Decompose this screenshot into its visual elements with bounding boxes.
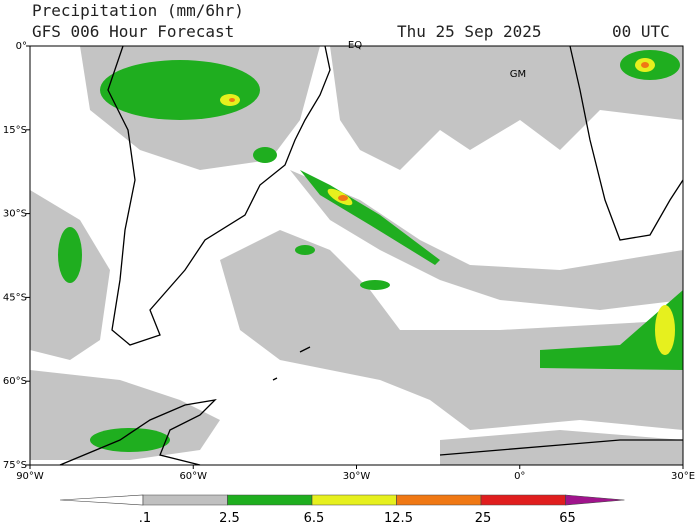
legend-swatch xyxy=(311,494,397,506)
lat-tick-label: 45°S xyxy=(3,292,27,303)
lon-tick-label: 30°W xyxy=(343,471,371,482)
legend-label: 25 xyxy=(475,511,492,525)
coastlines xyxy=(59,45,684,466)
legend-label: 65 xyxy=(559,511,576,525)
time: 00 UTC xyxy=(612,22,670,41)
legend: .1 2.5 6.5 12.5 25 65 xyxy=(59,494,625,525)
lat-tick-label: 15°S xyxy=(3,125,27,136)
lat-tick-label: 75°S xyxy=(3,460,27,471)
legend-swatch xyxy=(142,494,228,506)
legend-label: 2.5 xyxy=(219,511,240,525)
legend-swatch xyxy=(227,494,313,506)
legend-label: 12.5 xyxy=(384,511,413,525)
subtitle: GFS 006 Hour Forecast xyxy=(32,22,234,41)
lat-tick-label: 30°S xyxy=(3,209,27,220)
ticks: 0° 15°S 30°S 45°S 60°S 75°S90°W 60°W 30°W 0° 30°E xyxy=(3,41,695,482)
lat-tick-label: 60°S xyxy=(3,376,27,387)
legend-label: 6.5 xyxy=(304,511,325,525)
legend-swatch xyxy=(396,494,482,506)
title: Precipitation (mm/6hr) xyxy=(32,1,244,20)
map-label: EQ xyxy=(348,40,362,51)
legend-swatch xyxy=(480,494,566,506)
precip-intense xyxy=(229,62,649,201)
precip-moderate xyxy=(58,50,683,452)
lon-tick-label: 30°E xyxy=(671,471,695,482)
legend-swatch xyxy=(59,494,144,506)
map-label: GM xyxy=(510,69,526,80)
lon-tick-label: 0° xyxy=(514,471,525,482)
lat-tick-label: 0° xyxy=(16,41,27,52)
date: Thu 25 Sep 2025 xyxy=(397,22,542,41)
legend-label: .1 xyxy=(139,511,151,525)
lon-tick-label: 60°W xyxy=(179,471,207,482)
lon-tick-label: 90°W xyxy=(16,471,44,482)
legend-swatch xyxy=(565,494,625,506)
map: EQ GM xyxy=(29,40,684,466)
